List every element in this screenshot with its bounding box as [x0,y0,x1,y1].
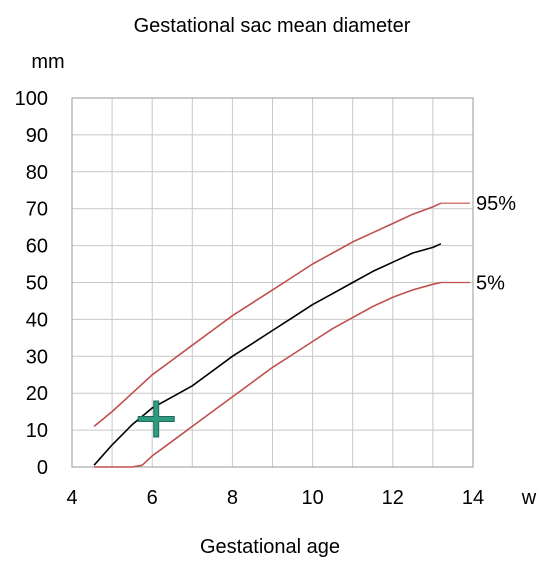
series-line-95-percent [93,202,442,428]
y-tick-label: 10 [26,420,48,442]
plot-area-border [71,97,474,468]
y-tick-label: 30 [26,346,48,368]
chart-gridlines [71,97,474,468]
x-tick-label: 4 [66,487,77,509]
plus-marker-icon [137,400,175,438]
x-axis-unit-label: w [521,487,537,509]
y-tick-label: 70 [26,199,48,221]
chart-title: Gestational sac mean diameter [134,15,411,37]
y-tick-label: 80 [26,162,48,184]
x-tick-label: 6 [147,487,158,509]
y-tick-label: 60 [26,236,48,258]
series-labels: 95% 5% [440,193,516,295]
y-axis-unit-label: mm [31,51,64,73]
series-label: 95% [476,193,516,215]
x-tick-label: 14 [462,487,484,509]
y-tick-label: 50 [26,273,48,295]
y-axis-ticks: 0 10 20 30 40 50 60 70 80 90 100 [15,88,48,479]
y-tick-label: 100 [15,88,48,110]
x-tick-label: 12 [382,487,404,509]
x-axis-ticks: 4 6 8 10 12 14 [66,487,484,509]
x-axis-title: Gestational age [200,536,340,558]
measurement-marker [137,400,175,438]
y-tick-label: 40 [26,309,48,331]
x-tick-label: 10 [301,487,323,509]
series-line-median [93,243,442,466]
y-tick-label: 90 [26,125,48,147]
series-label: 5% [476,273,505,295]
series-line-5-percent [94,281,442,468]
chart-series [93,202,442,468]
y-tick-label: 20 [26,383,48,405]
y-tick-label: 0 [37,457,48,479]
x-tick-label: 8 [227,487,238,509]
